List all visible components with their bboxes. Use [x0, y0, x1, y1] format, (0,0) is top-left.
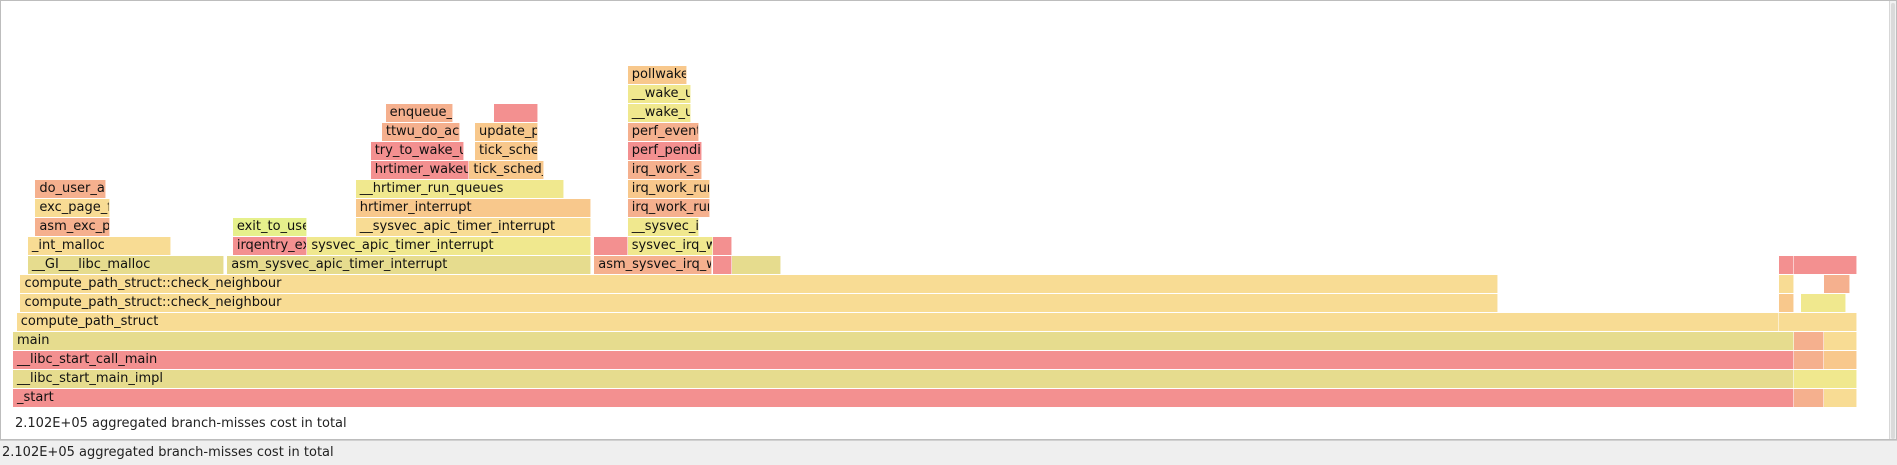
- flame-frame[interactable]: ttwu_do_activate: [381, 123, 461, 141]
- flame-frame[interactable]: hrtimer_wakeup: [370, 161, 470, 179]
- flame-frame[interactable]: [1779, 256, 1794, 274]
- flame-frame[interactable]: [1823, 389, 1858, 407]
- flame-frame[interactable]: asm_sysvec_irq_work: [594, 256, 712, 274]
- flame-frame[interactable]: sysvec_irq_work: [627, 237, 714, 255]
- flame-frame[interactable]: compute_path_struct::check_neighbour: [20, 294, 1498, 312]
- flame-frame[interactable]: [1779, 294, 1794, 312]
- vertical-scrollbar-thumb[interactable]: [1891, 3, 1895, 439]
- flame-frame[interactable]: [1801, 294, 1847, 312]
- flame-frame[interactable]: sysvec_apic_timer_interrupt: [307, 237, 591, 255]
- flame-frame[interactable]: __sysvec_apic_timer_interrupt: [355, 218, 591, 236]
- status-bar-text: 2.102E+05 aggregated branch-misses cost …: [2, 445, 334, 460]
- flame-frame[interactable]: [1794, 332, 1824, 350]
- flame-frame[interactable]: perf_pending_event: [627, 142, 703, 160]
- flame-frame[interactable]: [713, 237, 733, 255]
- flame-frame[interactable]: __sysvec_irq_work: [627, 218, 699, 236]
- flame-frame[interactable]: do_user_addr_fault: [35, 180, 107, 198]
- flame-frame[interactable]: __hrtimer_run_queues: [355, 180, 565, 198]
- flame-frame[interactable]: _int_malloc: [27, 237, 172, 255]
- vertical-scrollbar[interactable]: [1889, 1, 1896, 439]
- flame-frame[interactable]: [1823, 332, 1858, 350]
- flame-frame[interactable]: [1823, 275, 1850, 293]
- flame-frame[interactable]: [1823, 351, 1858, 369]
- flame-frame[interactable]: irqentry_exit: [232, 237, 308, 255]
- flame-frame[interactable]: __libc_start_main_impl: [13, 370, 1795, 388]
- flame-frame[interactable]: [493, 104, 539, 122]
- flame-frame[interactable]: tick_sched_handle: [475, 142, 539, 160]
- flame-frame[interactable]: [1779, 275, 1794, 293]
- flame-frame[interactable]: exit_to_user_mode: [232, 218, 308, 236]
- flame-frame[interactable]: [1794, 351, 1824, 369]
- flame-frame[interactable]: __wake_up_common_lock: [627, 104, 692, 122]
- view-total-cost-label: 2.102E+05 aggregated branch-misses cost …: [15, 416, 347, 431]
- flame-frame[interactable]: pollwake: [627, 66, 688, 84]
- flame-frame[interactable]: try_to_wake_up: [370, 142, 464, 160]
- flame-frame[interactable]: [713, 256, 733, 274]
- flame-frame[interactable]: exc_page_fault: [35, 199, 110, 217]
- flame-frame[interactable]: asm_sysvec_apic_timer_interrupt: [227, 256, 591, 274]
- flame-frame[interactable]: asm_exc_page_fault: [35, 218, 110, 236]
- flame-frame[interactable]: __wake_up_common: [627, 85, 692, 103]
- flame-frame[interactable]: irq_work_run_list: [627, 180, 710, 198]
- flame-frame[interactable]: main: [13, 332, 1795, 350]
- flame-frame[interactable]: compute_path_struct::check_neighbour: [20, 275, 1498, 293]
- flame-frame[interactable]: perf_event_wakeup: [627, 123, 699, 141]
- flame-frame[interactable]: tick_sched_timer: [469, 161, 544, 179]
- flame-frame[interactable]: irq_work_single: [627, 161, 703, 179]
- flame-frame[interactable]: _start: [13, 389, 1795, 407]
- flame-frame[interactable]: compute_path_struct: [16, 313, 1780, 331]
- flame-frame[interactable]: __libc_start_call_main: [13, 351, 1795, 369]
- flame-frame[interactable]: enqueue_task: [385, 104, 453, 122]
- flame-frame[interactable]: [1779, 313, 1858, 331]
- flame-frame[interactable]: update_process_times: [475, 123, 539, 141]
- flame-frame[interactable]: [1794, 256, 1858, 274]
- flame-frame[interactable]: [594, 237, 628, 255]
- flame-frame[interactable]: [1794, 370, 1858, 388]
- flamegraph-view[interactable]: _start __libc_start_main_impl __libc_start…: [0, 0, 1897, 440]
- flame-frame[interactable]: irq_work_run: [627, 199, 710, 217]
- status-bar: 2.102E+05 aggregated branch-misses cost …: [0, 440, 1897, 465]
- flame-frame[interactable]: [732, 256, 781, 274]
- flame-frame[interactable]: [1794, 389, 1824, 407]
- flame-frame[interactable]: hrtimer_interrupt: [355, 199, 591, 217]
- flamegraph-canvas[interactable]: _start __libc_start_main_impl __libc_start…: [1, 1, 1891, 439]
- flame-frame[interactable]: __GI___libc_malloc: [27, 256, 224, 274]
